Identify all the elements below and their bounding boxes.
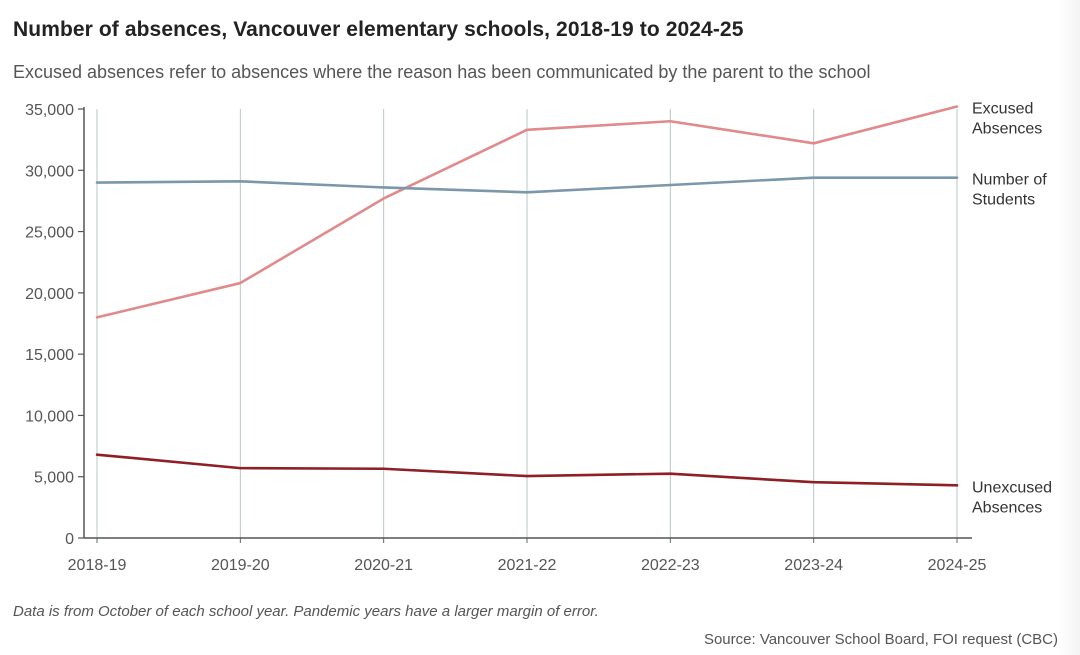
gridlines bbox=[96, 109, 958, 538]
x-tick-label: 2022-23 bbox=[641, 557, 700, 574]
chart-title: Number of absences, Vancouver elementary… bbox=[13, 18, 744, 41]
series-labels: Excused Absences Number of Students Unexcuse… bbox=[972, 101, 1052, 517]
y-tick-label: 35,000 bbox=[25, 102, 74, 119]
data-note: Data is from October of each school year… bbox=[13, 603, 599, 620]
series-label-line: Absences bbox=[972, 499, 1042, 516]
series-label-line: Absences bbox=[972, 121, 1042, 138]
x-tick-label: 2024-25 bbox=[928, 557, 987, 574]
y-tick-label: 25,000 bbox=[25, 225, 74, 242]
y-tick-label: 30,000 bbox=[25, 163, 74, 180]
x-tick-label: 2019-20 bbox=[211, 557, 270, 574]
x-tick-label: 2023-24 bbox=[784, 557, 843, 574]
y-tick-label: 15,000 bbox=[25, 347, 74, 364]
x-tick-label: 2020-21 bbox=[354, 557, 413, 574]
series-label-line: Students bbox=[972, 192, 1035, 209]
series-line-excused-absences bbox=[95, 105, 959, 319]
x-tick-label: 2018-19 bbox=[68, 557, 127, 574]
series-label-excused-absences: Excused Absences bbox=[972, 101, 1042, 138]
series-line-unexcused-absences bbox=[95, 453, 959, 487]
edge-fade bbox=[1058, 0, 1080, 655]
y-tick-label: 10,000 bbox=[25, 408, 74, 425]
y-tick-label: 20,000 bbox=[25, 286, 74, 303]
y-tick-label: 0 bbox=[65, 531, 74, 548]
chart-subtitle: Excused absences refer to absences where… bbox=[13, 62, 871, 82]
series-label-unexcused-absences: Unexcused Absences bbox=[972, 479, 1052, 516]
axes: 2018-19 2019-20 2020-21 2021-22 2022-23 2023-… bbox=[25, 102, 986, 574]
series-label-line: Excused bbox=[972, 101, 1033, 118]
series-label-line: Number of bbox=[972, 172, 1047, 189]
series-lines bbox=[95, 105, 959, 487]
source-credit: Source: Vancouver School Board, FOI requ… bbox=[703, 631, 1058, 648]
x-tick-label: 2021-22 bbox=[498, 557, 557, 574]
series-label-line: Unexcused bbox=[972, 479, 1052, 496]
line-chart: 2018-19 2019-20 2020-21 2021-22 2022-23 2023-… bbox=[25, 101, 1052, 574]
y-tick-label: 5,000 bbox=[34, 470, 74, 487]
series-line-number-of-students bbox=[95, 176, 959, 194]
series-label-number-of-students: Number of Students bbox=[972, 172, 1047, 209]
